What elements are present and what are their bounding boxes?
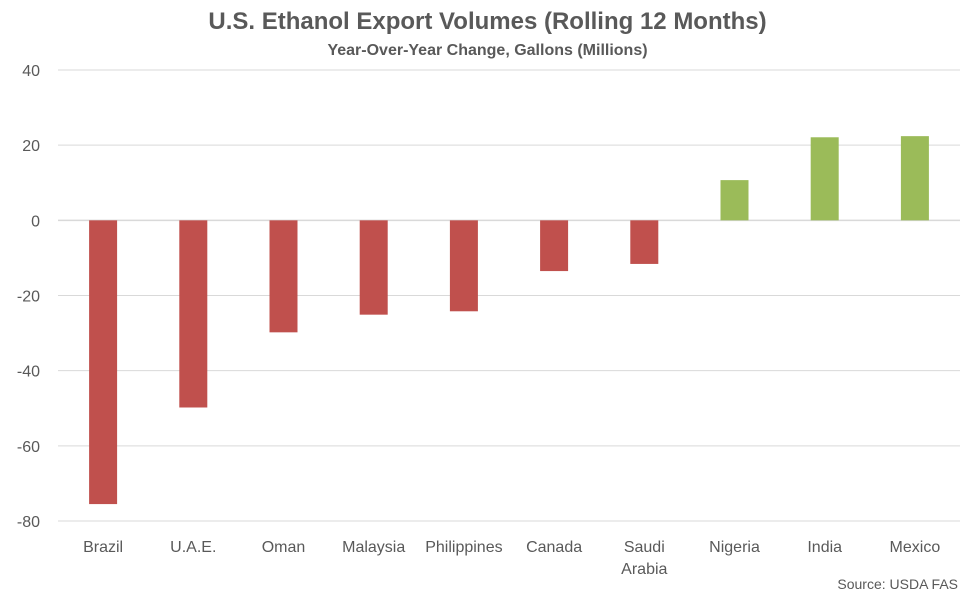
bar-nigeria [720,180,749,221]
x-tick-label: India [807,539,842,556]
source-note: Source: USDA FAS [837,576,958,592]
y-tick-label: -60 [17,439,40,456]
bar-philippines [449,220,478,312]
y-tick-label: 20 [22,138,40,155]
bar-malaysia [359,220,388,315]
x-tick-label: Mexico [890,539,941,556]
x-tick-label: Canada [526,539,582,556]
x-tick-label: Saudi [624,539,665,556]
bar-u-a-e- [179,220,208,408]
y-tick-label: -40 [17,364,40,381]
bar-brazil [89,220,118,505]
bar-canada [540,220,569,272]
x-tick-label: Malaysia [342,539,405,556]
x-tick-label: Nigeria [709,539,760,556]
x-tick-label: Arabia [621,561,667,578]
x-tick-label: Brazil [83,539,123,556]
bar-mexico [900,136,929,221]
y-tick-label: -80 [17,514,40,531]
bar-oman [269,220,298,333]
x-tick-label: Oman [262,539,306,556]
bar-saudi-arabia [630,220,659,264]
chart-subtitle: Year-Over-Year Change, Gallons (Millions… [327,42,648,59]
y-tick-label: 40 [22,63,40,80]
y-tick-label: 0 [31,213,40,230]
chart-title: U.S. Ethanol Export Volumes (Rolling 12 … [208,8,767,35]
bar-india [810,137,839,221]
y-tick-label: -20 [17,289,40,306]
x-tick-label: Philippines [425,539,502,556]
x-tick-label: U.A.E. [170,539,216,556]
